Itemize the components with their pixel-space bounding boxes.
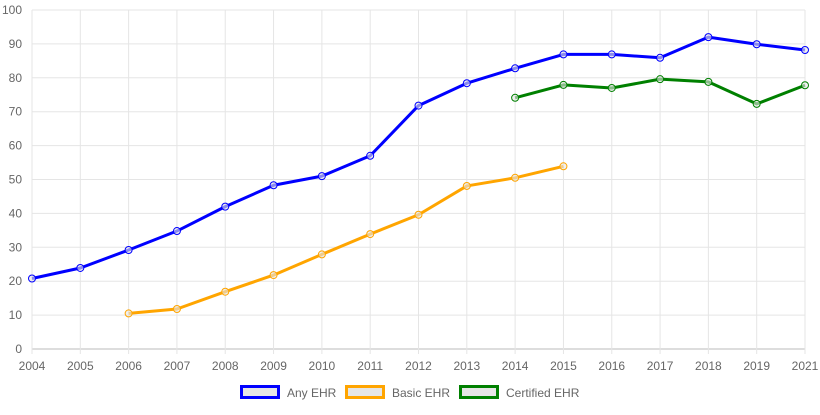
x-tick-label: 2004 bbox=[19, 359, 46, 373]
x-tick-label: 2012 bbox=[405, 359, 432, 373]
data-point bbox=[462, 181, 471, 190]
y-tick-label: 0 bbox=[15, 342, 22, 356]
data-point bbox=[269, 181, 278, 190]
data-point bbox=[172, 304, 181, 313]
data-point bbox=[462, 79, 471, 88]
y-tick-label: 100 bbox=[2, 3, 22, 17]
x-tick-label: 2005 bbox=[67, 359, 94, 373]
y-tick-label: 20 bbox=[9, 274, 23, 288]
legend[interactable]: Any EHR Basic EHR Certified EHR bbox=[240, 385, 580, 400]
series-lines bbox=[28, 33, 809, 318]
data-point bbox=[221, 287, 230, 296]
x-tick-label: 2008 bbox=[212, 359, 239, 373]
legend-swatch bbox=[459, 385, 499, 399]
data-point bbox=[366, 151, 375, 160]
data-point bbox=[559, 162, 568, 171]
legend-label[interactable]: Basic EHR bbox=[392, 386, 450, 400]
x-tick-label: 2018 bbox=[695, 359, 722, 373]
legend-label[interactable]: Certified EHR bbox=[506, 386, 580, 400]
legend-swatch bbox=[345, 385, 385, 399]
x-axis: 2004 2005 2006 2007 2008 2009 2010 2011 2012 2013… bbox=[19, 359, 819, 373]
y-tick-label: 60 bbox=[9, 139, 23, 153]
data-point bbox=[317, 250, 326, 259]
data-point bbox=[752, 40, 761, 49]
legend-label[interactable]: Any EHR bbox=[287, 386, 337, 400]
y-tick-label: 10 bbox=[9, 308, 23, 322]
x-tick-label: 2009 bbox=[260, 359, 287, 373]
x-tick-label: 2006 bbox=[115, 359, 142, 373]
y-axis: 0 10 20 30 40 50 60 70 80 90 100 bbox=[2, 3, 22, 356]
data-point bbox=[221, 202, 230, 211]
data-point bbox=[559, 50, 568, 59]
series-line-basic-ehr bbox=[128, 164, 564, 315]
data-point bbox=[607, 83, 616, 92]
data-point bbox=[704, 77, 713, 86]
x-tick-label: 2010 bbox=[309, 359, 336, 373]
data-point bbox=[124, 309, 133, 318]
x-tick-label: 2011 bbox=[357, 359, 383, 373]
y-tick-label: 80 bbox=[9, 71, 23, 85]
x-tick-label: 2021 bbox=[792, 359, 819, 373]
data-point bbox=[607, 50, 616, 59]
data-point bbox=[801, 46, 809, 55]
y-tick-label: 90 bbox=[9, 37, 23, 51]
y-tick-label: 70 bbox=[9, 105, 23, 119]
data-point bbox=[656, 53, 665, 62]
x-tick-label: 2014 bbox=[502, 359, 529, 373]
data-point bbox=[559, 80, 568, 89]
data-point bbox=[28, 274, 36, 283]
data-point bbox=[172, 227, 181, 236]
data-point bbox=[366, 230, 375, 239]
y-tick-label: 30 bbox=[9, 240, 23, 254]
data-point bbox=[317, 172, 326, 181]
legend-swatch bbox=[240, 385, 280, 399]
x-tick-label: 2007 bbox=[164, 359, 191, 373]
data-point bbox=[414, 210, 423, 219]
y-tick-label: 40 bbox=[9, 206, 23, 220]
x-tick-label: 2015 bbox=[550, 359, 577, 373]
data-point bbox=[124, 246, 133, 255]
x-tick-label: 2016 bbox=[598, 359, 625, 373]
data-point bbox=[269, 271, 278, 280]
data-point bbox=[752, 99, 761, 108]
data-point bbox=[511, 173, 520, 182]
y-tick-label: 50 bbox=[9, 173, 23, 187]
data-point bbox=[656, 75, 665, 84]
data-point bbox=[76, 263, 85, 272]
x-tick-label: 2017 bbox=[647, 359, 674, 373]
x-tick-label: 2019 bbox=[743, 359, 770, 373]
data-point bbox=[511, 93, 520, 102]
data-point bbox=[414, 101, 423, 110]
x-tick-label: 2013 bbox=[453, 359, 480, 373]
data-point bbox=[511, 64, 520, 73]
grid bbox=[31, 9, 806, 354]
data-point bbox=[801, 81, 809, 90]
data-point bbox=[704, 33, 713, 42]
